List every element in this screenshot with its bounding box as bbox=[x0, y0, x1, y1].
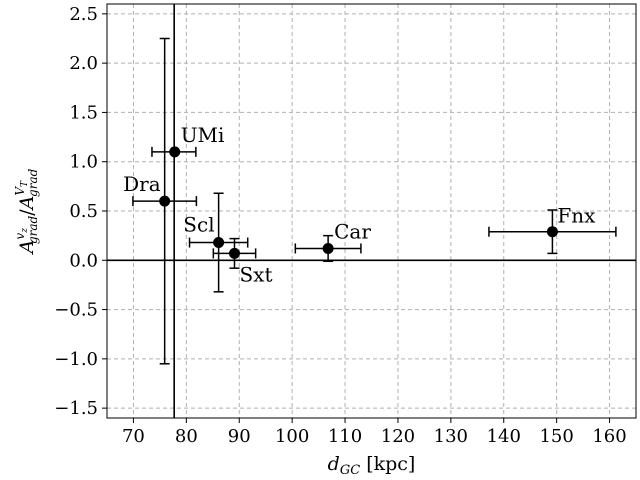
data-point-sxt bbox=[228, 247, 240, 259]
point-label-umi: UMi bbox=[181, 123, 225, 147]
data-point-fnx bbox=[546, 226, 558, 238]
y-tick-label: 0.5 bbox=[69, 201, 98, 222]
x-tick-label: 140 bbox=[487, 426, 521, 447]
y-tick-label: 1.5 bbox=[69, 102, 98, 123]
x-tick-label: 110 bbox=[328, 426, 362, 447]
x-tick-label: 160 bbox=[592, 426, 626, 447]
y-tick-label: −1.0 bbox=[54, 349, 98, 370]
x-tick-label: 70 bbox=[122, 426, 145, 447]
data-point-car bbox=[322, 242, 334, 254]
axis-ticks: 70 80 90 100 110 120 130 140 150 160 −1.5 −1.0 −0.5 0… bbox=[54, 4, 626, 447]
data-points bbox=[159, 146, 558, 259]
x-tick-label: 80 bbox=[175, 426, 198, 447]
y-axis-label: Avzgrad/AVTgrad bbox=[13, 168, 40, 255]
point-labels: UMi Dra Scl Sxt Car Fnx bbox=[123, 123, 596, 287]
data-point-umi bbox=[169, 146, 181, 158]
point-label-dra: Dra bbox=[123, 172, 161, 196]
x-tick-label: 100 bbox=[275, 426, 309, 447]
y-tick-label: 2.5 bbox=[69, 4, 98, 25]
x-tick-label: 120 bbox=[381, 426, 415, 447]
point-label-car: Car bbox=[334, 219, 371, 243]
x-tick-label: 130 bbox=[434, 426, 468, 447]
y-tick-label: −0.5 bbox=[54, 300, 98, 321]
y-tick-label: 0.0 bbox=[69, 250, 98, 271]
point-label-scl: Scl bbox=[183, 213, 214, 237]
x-axis-label: dGC [kpc] bbox=[328, 453, 416, 478]
y-tick-label: 1.0 bbox=[69, 152, 98, 173]
grid-lines bbox=[107, 4, 636, 418]
reference-lines bbox=[107, 4, 636, 418]
y-tick-label: 2.0 bbox=[69, 53, 98, 74]
x-tick-label: 90 bbox=[228, 426, 251, 447]
point-label-sxt: Sxt bbox=[239, 262, 272, 286]
x-tick-label: 150 bbox=[539, 426, 573, 447]
error-bars bbox=[132, 37, 617, 365]
data-point-dra bbox=[159, 195, 171, 207]
data-point-scl bbox=[213, 237, 225, 249]
point-label-fnx: Fnx bbox=[557, 204, 596, 228]
y-tick-label: −1.5 bbox=[54, 398, 98, 419]
